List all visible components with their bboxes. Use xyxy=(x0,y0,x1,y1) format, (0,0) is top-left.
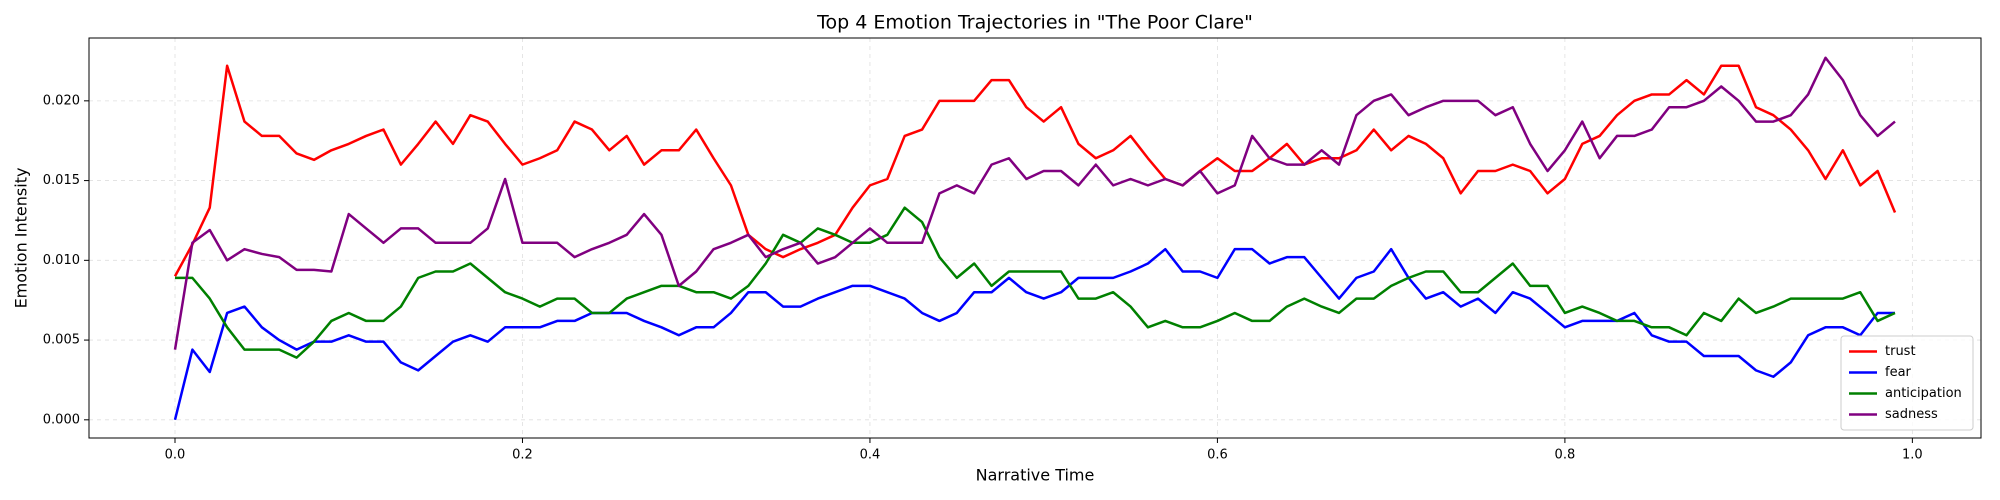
y-tick-label: 0.005 xyxy=(43,333,80,348)
x-tick-label: 0.0 xyxy=(165,448,186,463)
legend-label: anticipation xyxy=(1885,386,1962,401)
x-tick-label: 0.6 xyxy=(1207,448,1228,463)
y-tick-label: 0.000 xyxy=(43,412,80,427)
plot-frame xyxy=(88,37,1982,439)
x-tick-label: 1.0 xyxy=(1902,448,1923,463)
legend-box xyxy=(1840,335,1974,431)
x-tick-label: 0.2 xyxy=(512,448,533,463)
legend: trust fear anticipation sadness xyxy=(1840,335,1974,431)
series-line xyxy=(173,247,1895,421)
y-tick-label: 0.015 xyxy=(43,173,80,188)
series-line xyxy=(175,206,1896,359)
y-tick-label: 0.010 xyxy=(43,253,80,268)
series-line xyxy=(173,64,1897,277)
legend-label: sadness xyxy=(1885,407,1938,422)
x-axis-label: Narrative Time xyxy=(976,466,1095,485)
x-tick-label: 0.4 xyxy=(860,448,881,463)
series-line xyxy=(173,56,1896,350)
legend-label: trust xyxy=(1885,344,1916,359)
y-axis-label: Emotion Intensity xyxy=(12,168,31,309)
chart-title: Top 4 Emotion Trajectories in "The Poor … xyxy=(816,12,1253,34)
legend-label: fear xyxy=(1885,365,1912,380)
y-tick-label: 0.020 xyxy=(43,93,80,108)
x-tick-label: 0.8 xyxy=(1555,448,1576,463)
